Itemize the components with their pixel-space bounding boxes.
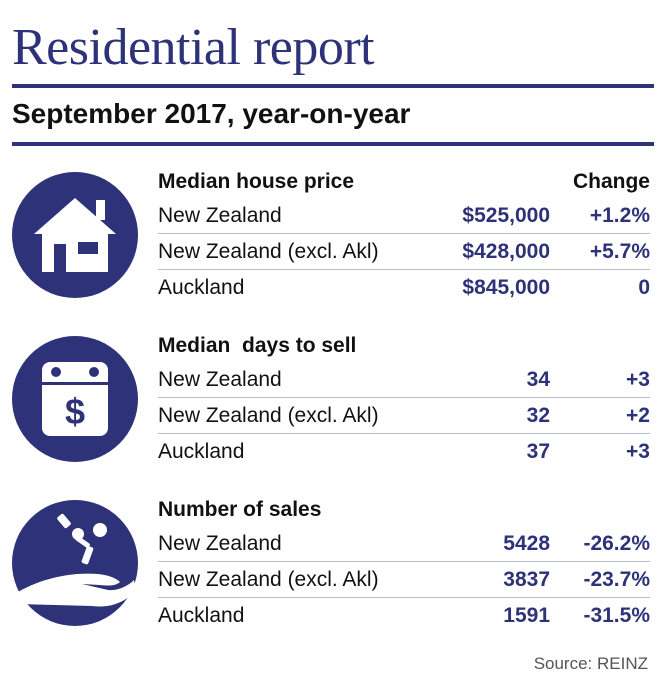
row-value: 5428	[503, 532, 550, 555]
table-row: New Zealand 34 +3	[158, 362, 650, 398]
svg-text:$: $	[65, 391, 85, 432]
section-median-days-to-sell: Median days to sell New Zealand 34 +3 Ne…	[158, 332, 650, 469]
row-value: 1591	[503, 604, 550, 627]
row-change: +5.7%	[589, 240, 650, 263]
row-label: Auckland	[158, 276, 245, 299]
row-change: -26.2%	[583, 532, 650, 555]
change-column-header: Change	[572, 170, 650, 193]
row-value: 32	[526, 404, 550, 427]
title-divider-top	[12, 84, 654, 88]
section-title: Number of sales	[158, 498, 322, 521]
row-label: New Zealand	[158, 532, 282, 555]
page-subtitle: September 2017, year-on-year	[12, 98, 411, 129]
table-row: New Zealand (excl. Akl) 3837 -23.7%	[158, 562, 650, 598]
row-change: +3	[626, 368, 650, 391]
calendar-dollar-icon: $	[12, 336, 138, 462]
table-row: Auckland $845,000 0	[158, 270, 650, 305]
hand-keys-icon	[12, 500, 138, 626]
row-label: New Zealand (excl. Akl)	[158, 568, 379, 591]
row-value: $525,000	[462, 204, 550, 227]
row-label: New Zealand	[158, 204, 282, 227]
row-value: $428,000	[462, 240, 550, 263]
page-title: Residential report	[12, 19, 375, 76]
row-label: New Zealand (excl. Akl)	[158, 404, 379, 427]
row-value: 3837	[503, 568, 550, 591]
table-row: New Zealand 5428 -26.2%	[158, 526, 650, 562]
table-row: New Zealand $525,000 +1.2%	[158, 198, 650, 234]
row-value: $845,000	[462, 276, 550, 299]
row-label: Auckland	[158, 604, 245, 627]
row-label: Auckland	[158, 440, 245, 463]
title-divider-bottom	[12, 142, 654, 146]
row-value: 34	[526, 368, 550, 391]
table-row: New Zealand (excl. Akl) 32 +2	[158, 398, 650, 434]
row-change: +2	[626, 404, 650, 427]
table-row: Auckland 1591 -31.5%	[158, 598, 650, 633]
row-label: New Zealand	[158, 368, 282, 391]
row-change: 0	[638, 276, 650, 299]
section-title: Median days to sell	[158, 334, 357, 357]
table-row: New Zealand (excl. Akl) $428,000 +5.7%	[158, 234, 650, 270]
section-number-of-sales: Number of sales New Zealand 5428 -26.2% …	[158, 496, 650, 633]
house-icon	[12, 172, 138, 298]
row-change: -23.7%	[583, 568, 650, 591]
row-label: New Zealand (excl. Akl)	[158, 240, 379, 263]
table-row: Auckland 37 +3	[158, 434, 650, 469]
row-change: +1.2%	[589, 204, 650, 227]
section-median-house-price: Median house price Change New Zealand $5…	[158, 168, 650, 305]
source-note: Source: REINZ	[533, 654, 648, 673]
row-change: +3	[626, 440, 650, 463]
section-title: Median house price	[158, 170, 355, 193]
row-value: 37	[526, 440, 550, 463]
row-change: -31.5%	[583, 604, 650, 627]
